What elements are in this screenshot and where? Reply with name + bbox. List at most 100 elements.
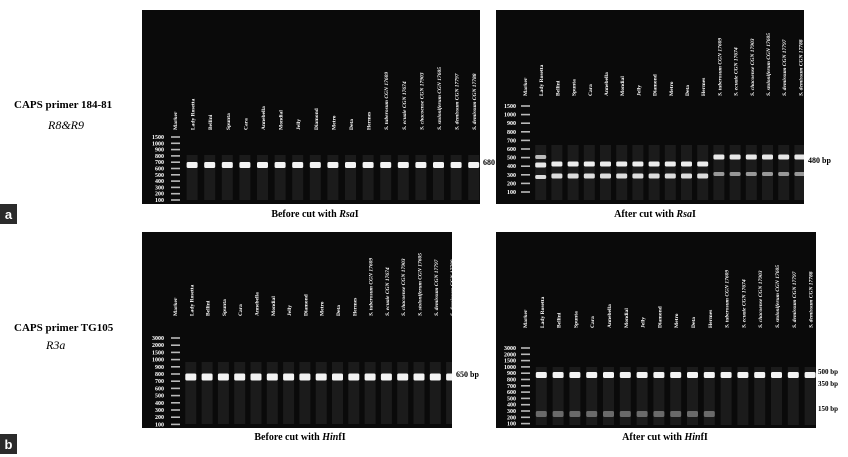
lane-label: Cara <box>588 84 594 96</box>
ladder-tick-label: 700 <box>507 138 516 144</box>
lane-smear <box>362 155 374 200</box>
lane-smear <box>283 362 295 424</box>
dna-band <box>664 161 676 167</box>
ladder-rung <box>521 191 530 193</box>
dna-band <box>687 372 698 378</box>
lane-smear <box>309 155 321 200</box>
gel-b-left-figure: Marker Lady Rosetta Bellini Spunta Cara Anneb… <box>142 232 458 428</box>
dna-band <box>397 162 409 168</box>
lane-label: Metro <box>674 313 680 328</box>
dna-band <box>201 373 213 381</box>
ladder-rung <box>171 409 180 411</box>
dna-band <box>670 411 682 417</box>
ladder-rung <box>171 167 180 170</box>
gel-a-left-band-label: 680 bp <box>483 158 506 167</box>
dna-band <box>299 373 311 381</box>
lane-label: Lady Rosetta <box>539 64 545 96</box>
panel-b-locus-label: R3a <box>46 338 66 352</box>
dna-band <box>450 162 462 168</box>
lane-smear <box>603 367 614 425</box>
dna-band <box>552 372 564 378</box>
lane-label: S. ecuaie CGN 17674 <box>402 81 408 130</box>
lane-label: S. chacoense CGN 17903 <box>419 72 425 130</box>
dna-band <box>569 372 581 378</box>
dna-band <box>583 173 595 179</box>
lane-label: Marker <box>523 77 529 96</box>
ladder-tick-label: 2000 <box>504 352 516 358</box>
dna-band <box>186 162 198 168</box>
dna-band <box>729 154 741 160</box>
ladder-rung <box>171 380 180 382</box>
dna-band <box>603 372 614 378</box>
ladder-rung <box>521 165 530 167</box>
ladder-rung <box>171 186 180 189</box>
gel-a-right-band-label: 480 bp <box>808 156 831 165</box>
dna-band <box>257 162 268 168</box>
gel-a-left-plate <box>142 10 480 204</box>
gel-a-right-plate <box>496 10 804 204</box>
dna-band <box>681 161 692 167</box>
lane-smear <box>221 155 233 200</box>
dna-band <box>687 411 698 417</box>
lane-label: Diamond <box>657 306 663 328</box>
dna-band <box>778 172 790 176</box>
dna-band <box>632 173 644 179</box>
ladder-tick-label: 200 <box>507 415 516 421</box>
ladder-rung <box>521 148 530 150</box>
lane-label: Annebella <box>604 72 610 96</box>
dna-band <box>636 411 648 417</box>
dna-band <box>681 173 692 179</box>
dna-band <box>754 372 766 378</box>
ladder-tick-label: 700 <box>507 384 516 390</box>
ladder-rung <box>521 410 530 412</box>
lane-label: S. chacoense CGN 17903 <box>401 258 407 316</box>
ladder-tick-label: 200 <box>507 181 516 187</box>
lane-label: Hermes <box>352 298 358 316</box>
lane-label: Annebella <box>261 106 267 130</box>
lane-label: S. ecuaie CGN 17674 <box>385 267 391 316</box>
ladder-tick-label: 700 <box>155 160 164 166</box>
ladder-tick-label: 600 <box>507 147 516 153</box>
panel-a-primer-label: CAPS primer 184-81 <box>14 99 113 111</box>
lane-label: Mondial <box>271 296 277 316</box>
lane-label: Bellini <box>557 312 563 328</box>
lane-smear <box>292 155 304 200</box>
panel-a-tag: a <box>0 204 17 224</box>
lane-smear <box>535 145 547 200</box>
lane-smear <box>299 362 311 424</box>
lane-smear <box>703 367 715 425</box>
ladder-rung <box>171 180 180 182</box>
ladder-tick-label: 500 <box>507 156 516 162</box>
lane-label: Mondial <box>620 76 626 96</box>
dna-band <box>309 162 321 168</box>
dna-band <box>794 172 806 176</box>
lane-smear <box>327 155 339 200</box>
lane-label: S. chacoense CGN 17903 <box>758 270 764 328</box>
ladder-tick-label: 400 <box>155 179 164 185</box>
gel-a-left: Marker Lady Rosetta Bellini Spunta Cara Anneb… <box>142 10 480 204</box>
lane-smear <box>600 145 611 200</box>
dna-band <box>745 154 757 160</box>
ladder-rung <box>521 397 530 400</box>
ladder-rung <box>521 182 530 185</box>
ladder-rung <box>171 155 180 157</box>
dna-band <box>234 373 246 381</box>
ladder-rung <box>171 148 180 151</box>
lane-label: S. chacoense CGN 17903 <box>750 38 756 96</box>
ladder-rung <box>171 387 180 390</box>
lane-smear <box>697 145 709 200</box>
lane-smear <box>315 362 327 424</box>
lane-label: S. demissum CGN 17797 <box>455 73 461 130</box>
ladder-tick-label: 800 <box>155 372 164 378</box>
lane-label: S. ecuaie CGN 17674 <box>734 47 740 96</box>
lane-smear <box>567 145 579 200</box>
lane-label: Jelly <box>636 85 642 96</box>
lane-label: Lady Rosetta <box>540 296 546 328</box>
dna-band <box>345 162 356 168</box>
ladder-tick-label: 100 <box>155 422 164 428</box>
lane-smear <box>257 155 268 200</box>
ladder-rung <box>521 113 530 116</box>
dna-band <box>362 162 374 168</box>
gel-a-right-caption: After cut with RsaI <box>614 209 696 220</box>
ladder-tick-label: 1000 <box>504 113 516 119</box>
